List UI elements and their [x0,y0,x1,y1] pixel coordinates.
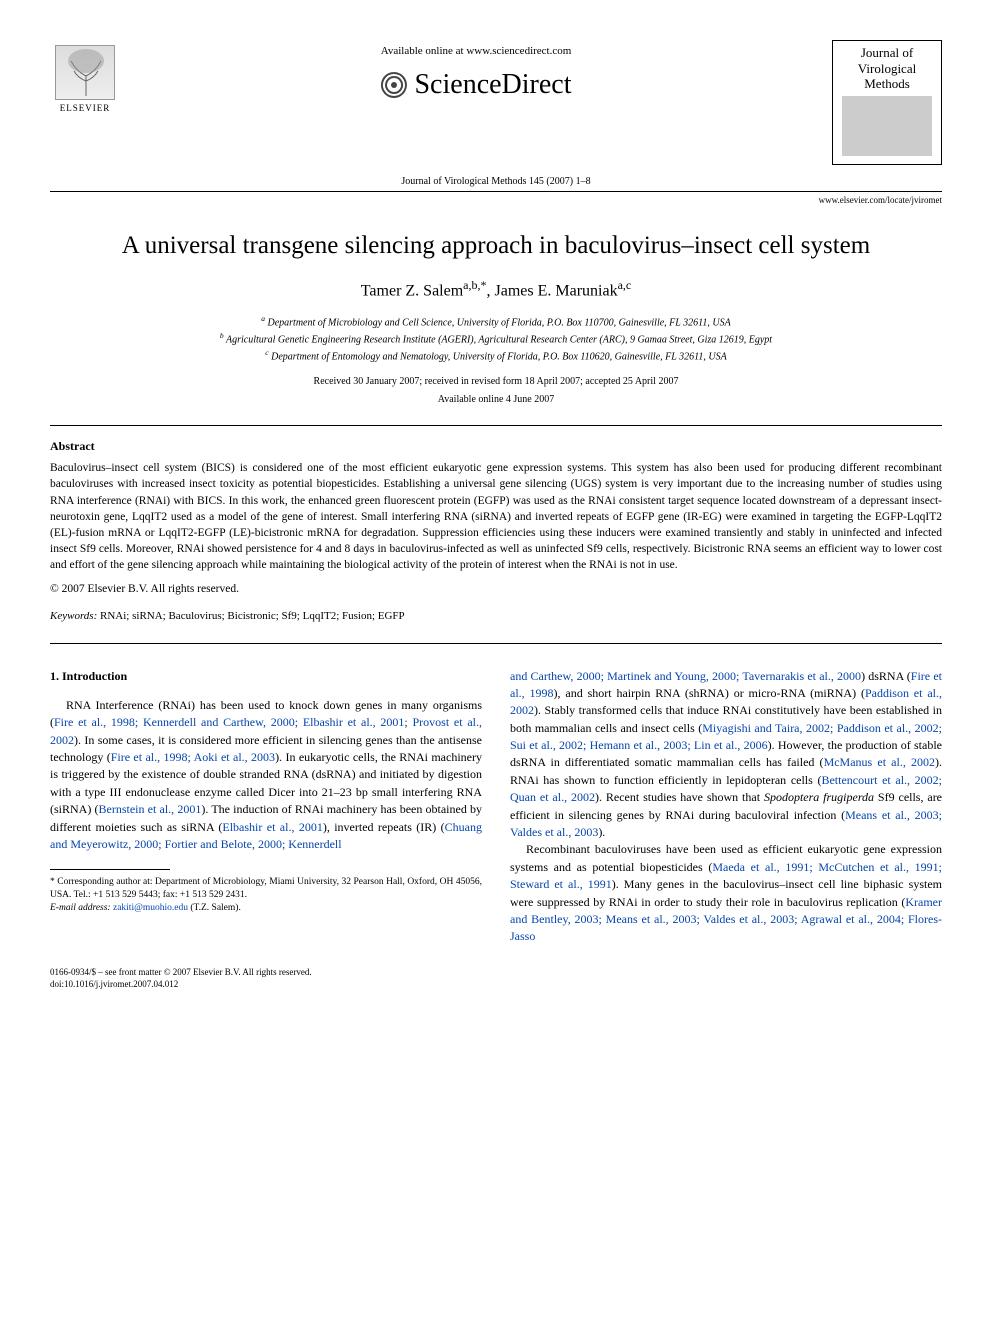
intro-para-1-cont: and Carthew, 2000; Martinek and Young, 2… [510,668,942,842]
sciencedirect-logo: ScienceDirect [380,65,571,104]
footer-doi: doi:10.1016/j.jviromet.2007.04.012 [50,978,942,991]
header-row: ELSEVIER Available online at www.science… [50,40,942,165]
affil-b-text: Agricultural Genetic Engineering Researc… [226,334,772,345]
footer: 0166-0934/$ – see front matter © 2007 El… [50,966,942,991]
corresponding-author-footnote: * Corresponding author at: Department of… [50,876,482,902]
abstract-body: Baculovirus–insect cell system (BICS) is… [50,460,942,573]
cite-link[interactable]: Bernstein et al., 2001 [99,802,202,816]
species-name: Spodoptera frugiperda [764,790,874,804]
affil-c: c Department of Entomology and Nematolog… [50,347,942,364]
email-footnote: E-mail address: zakiti@muohio.edu (T.Z. … [50,902,482,915]
abstract-top-rule [50,425,942,426]
affiliations: a Department of Microbiology and Cell Sc… [50,313,942,365]
article-title: A universal transgene silencing approach… [50,230,942,263]
r2: ), and short hairpin RNA (shRNA) or micr… [554,686,865,700]
sciencedirect-swirl-icon [380,71,408,99]
abstract-bottom-rule [50,643,942,644]
center-header: Available online at www.sciencedirect.co… [120,40,832,105]
intro-para-2: Recombinant baculoviruses have been used… [510,841,942,945]
available-online-text: Available online at www.sciencedirect.co… [120,44,832,59]
affil-b: b Agricultural Genetic Engineering Resea… [50,330,942,347]
affil-a-text: Department of Microbiology and Cell Scie… [267,317,730,328]
cite-link[interactable]: and Carthew, 2000; Martinek and Young, 2… [510,669,861,683]
r6: ). Recent studies have shown that [595,790,764,804]
footnote-separator [50,869,170,870]
right-column: and Carthew, 2000; Martinek and Young, 2… [510,668,942,946]
section-1-heading: 1. Introduction [50,668,482,685]
affil-c-text: Department of Entomology and Nematology,… [271,352,727,363]
available-date: Available online 4 June 2007 [50,393,942,407]
affil-a: a Department of Microbiology and Cell Sc… [50,313,942,330]
elsevier-label: ELSEVIER [60,102,111,115]
journal-cover-thumbnail [842,96,932,156]
keywords: Keywords: RNAi; siRNA; Baculovirus; Bici… [50,609,942,624]
intro-para-1: RNA Interference (RNAi) has been used to… [50,697,482,854]
author-2: , James E. Maruniak [487,282,618,299]
copyright-line: © 2007 Elsevier B.V. All rights reserved… [50,581,942,597]
author-1-affil: a,b, [463,278,480,292]
author-2-affil: a,c [618,278,632,292]
journal-url: www.elsevier.com/locate/jviromet [50,194,942,207]
header-rule [50,191,942,192]
cite-link[interactable]: Elbashir et al., 2001 [222,820,322,834]
cite-link[interactable]: McManus et al., 2002 [824,755,935,769]
sciencedirect-text: ScienceDirect [414,65,571,104]
received-dates: Received 30 January 2007; received in re… [50,375,942,389]
journal-box-title: Journal of Virological Methods [835,45,939,92]
cite-link[interactable]: Fire et al., 1998; Aoki et al., 2003 [111,750,275,764]
keywords-list: RNAi; siRNA; Baculovirus; Bicistronic; S… [97,610,404,622]
r1: ) dsRNA ( [861,669,911,683]
email-tail: (T.Z. Salem). [188,903,241,913]
journal-reference: Journal of Virological Methods 145 (2007… [50,175,942,189]
authors: Tamer Z. Salema,b,*, James E. Maruniaka,… [50,277,942,303]
email-link[interactable]: zakiti@muohio.edu [111,903,188,913]
t5: ), inverted repeats (IR) ( [323,820,445,834]
elsevier-logo: ELSEVIER [50,40,120,120]
left-column: 1. Introduction RNA Interference (RNAi) … [50,668,482,946]
keywords-label: Keywords: [50,610,97,622]
footer-front-matter: 0166-0934/$ – see front matter © 2007 El… [50,966,942,979]
elsevier-tree-icon [55,45,115,100]
abstract-heading: Abstract [50,438,942,455]
email-label: E-mail address: [50,903,111,913]
journal-cover-box: Journal of Virological Methods [832,40,942,165]
body-columns: 1. Introduction RNA Interference (RNAi) … [50,668,942,946]
author-1: Tamer Z. Salem [361,282,463,299]
r7: ). [598,825,605,839]
